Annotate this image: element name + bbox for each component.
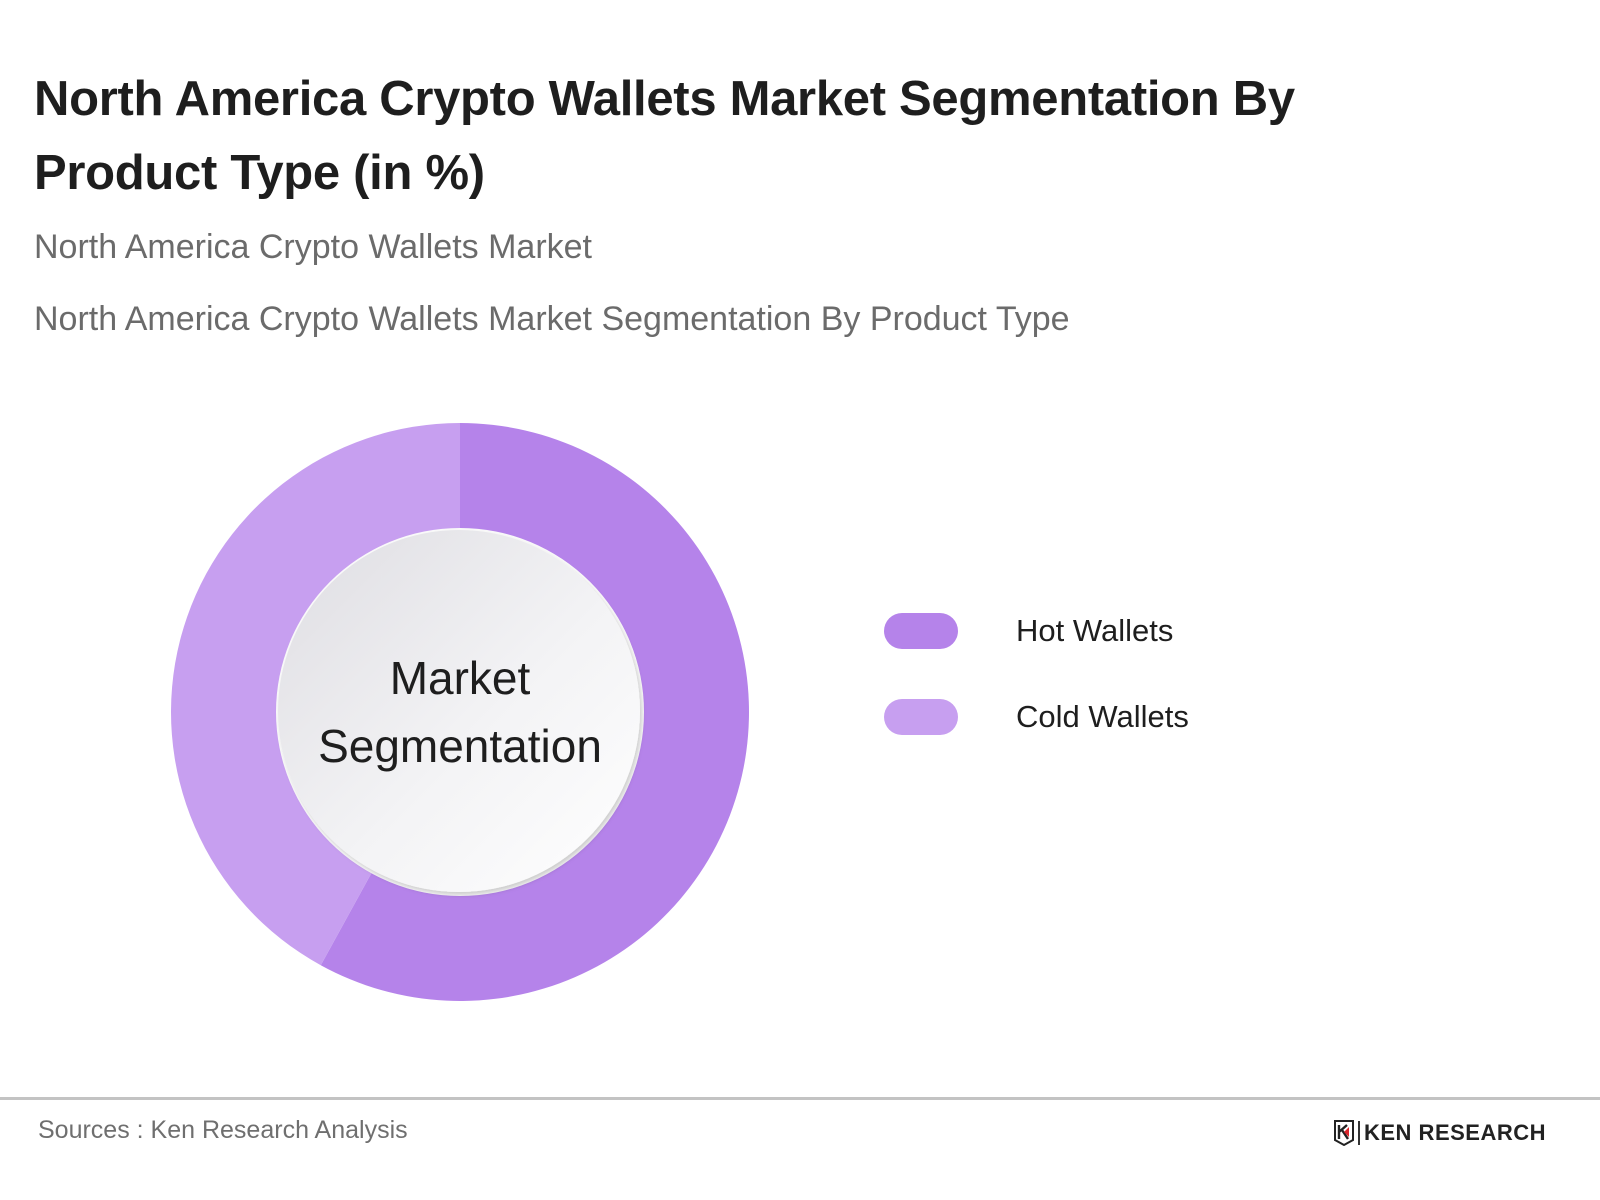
- chart-subtitle-segmentation: North America Crypto Wallets Market Segm…: [34, 300, 1070, 338]
- legend: Hot Wallets Cold Wallets: [884, 612, 1189, 784]
- legend-label-cold-wallets: Cold Wallets: [1016, 699, 1189, 734]
- legend-swatch-cold-wallets: [884, 699, 958, 735]
- ken-research-logo: KEN RESEARCH: [1334, 1120, 1546, 1146]
- donut-chart: Market Segmentation: [170, 422, 750, 1002]
- footer-divider: [0, 1097, 1600, 1100]
- chart-subtitle-market: North America Crypto Wallets Market: [34, 228, 592, 266]
- donut-chart-svg: [170, 423, 749, 1001]
- ken-research-logo-icon: [1334, 1120, 1354, 1146]
- legend-swatch-hot-wallets: [884, 613, 958, 649]
- legend-item-hot-wallets[interactable]: Hot Wallets: [884, 612, 1189, 650]
- logo-text: KEN RESEARCH: [1364, 1120, 1547, 1145]
- donut-slice-hot-wallets[interactable]: [320, 423, 749, 1001]
- logo-separator: [1358, 1121, 1360, 1145]
- legend-item-cold-wallets[interactable]: Cold Wallets: [884, 698, 1189, 736]
- source-note: Sources : Ken Research Analysis: [38, 1116, 408, 1144]
- center-disc: [278, 530, 640, 892]
- chart-title: North America Crypto Wallets Market Segm…: [34, 72, 1295, 200]
- legend-label-hot-wallets: Hot Wallets: [1016, 613, 1174, 648]
